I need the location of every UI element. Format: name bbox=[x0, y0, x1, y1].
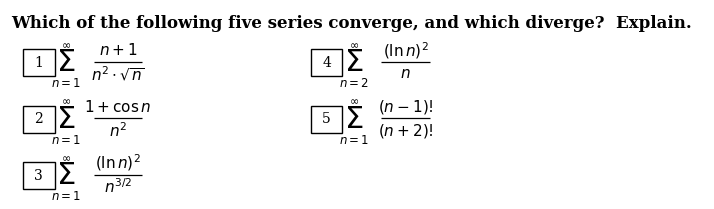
Text: $\infty$: $\infty$ bbox=[349, 96, 359, 106]
Text: $\infty$: $\infty$ bbox=[61, 96, 71, 106]
Text: $n$: $n$ bbox=[401, 67, 411, 81]
Text: $n=1$: $n=1$ bbox=[51, 190, 81, 203]
Text: 4: 4 bbox=[322, 56, 331, 70]
Text: $\Sigma$: $\Sigma$ bbox=[56, 160, 76, 191]
Text: 3: 3 bbox=[34, 169, 44, 182]
Text: $n^{2}\cdot\sqrt{n}$: $n^{2}\cdot\sqrt{n}$ bbox=[91, 65, 145, 84]
Text: $1+\cos n$: $1+\cos n$ bbox=[84, 99, 151, 115]
Text: $\infty$: $\infty$ bbox=[61, 40, 71, 50]
Text: $(\ln n)^2$: $(\ln n)^2$ bbox=[383, 40, 428, 61]
Text: $\Sigma$: $\Sigma$ bbox=[56, 47, 76, 78]
FancyBboxPatch shape bbox=[23, 49, 55, 76]
Text: 2: 2 bbox=[34, 112, 44, 126]
Text: $\Sigma$: $\Sigma$ bbox=[344, 104, 363, 135]
FancyBboxPatch shape bbox=[311, 49, 343, 76]
Text: $n=1$: $n=1$ bbox=[51, 134, 81, 147]
Text: $\Sigma$: $\Sigma$ bbox=[56, 104, 76, 135]
Text: Which of the following five series converge, and which diverge?  Explain.: Which of the following five series conve… bbox=[11, 15, 693, 32]
Text: $n=1$: $n=1$ bbox=[51, 77, 81, 90]
Text: $\infty$: $\infty$ bbox=[61, 153, 71, 163]
Text: $\Sigma$: $\Sigma$ bbox=[344, 47, 363, 78]
FancyBboxPatch shape bbox=[311, 106, 343, 133]
Text: $(n+2)!$: $(n+2)!$ bbox=[378, 122, 433, 140]
Text: $n=2$: $n=2$ bbox=[339, 77, 369, 90]
Text: 1: 1 bbox=[34, 56, 44, 70]
Text: $(n-1)!$: $(n-1)!$ bbox=[378, 98, 433, 116]
Text: $n=1$: $n=1$ bbox=[339, 134, 369, 147]
FancyBboxPatch shape bbox=[23, 106, 55, 133]
FancyBboxPatch shape bbox=[23, 162, 55, 189]
Text: 5: 5 bbox=[322, 112, 331, 126]
Text: $n^{3/2}$: $n^{3/2}$ bbox=[104, 178, 132, 196]
Text: $(\ln n)^2$: $(\ln n)^2$ bbox=[95, 153, 141, 173]
Text: $\infty$: $\infty$ bbox=[349, 40, 359, 50]
Text: $n+1$: $n+1$ bbox=[99, 42, 137, 58]
Text: $n^2$: $n^2$ bbox=[109, 121, 127, 140]
